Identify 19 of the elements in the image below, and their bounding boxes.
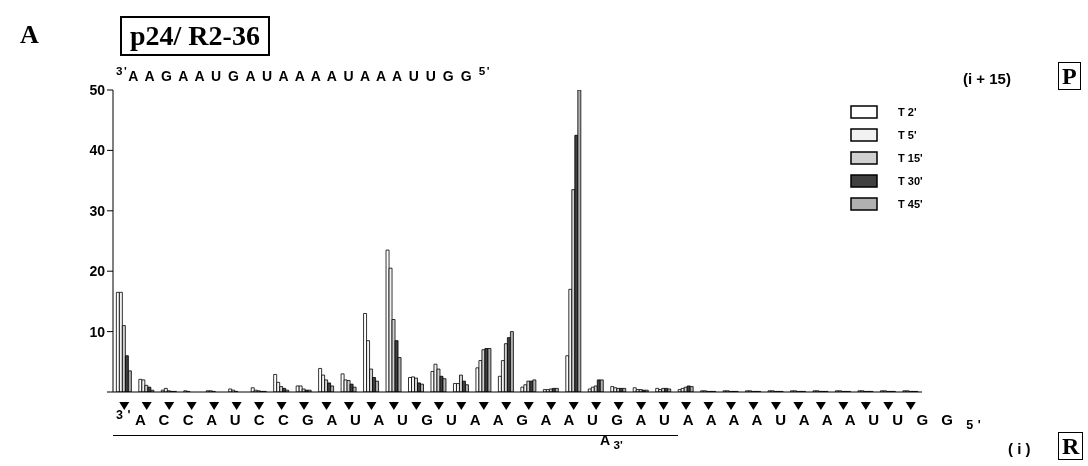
- text: R: [1058, 432, 1084, 460]
- text: $^{3'}$A C C A U C C G A U A U G U A A G A A U G A U A A A A U A A A U U G G $_{5'}$: [116, 408, 986, 432]
- text: $^{3'}$A A G A A U G A U A A A A U A A A U U G G $^{5'}$: [116, 64, 491, 84]
- text: A $_{3'}$: [600, 432, 623, 451]
- y-tick-label: 10: [89, 323, 106, 340]
- chart-title: p24/ R2-36: [120, 16, 270, 56]
- legend-label: T 2': [898, 105, 917, 118]
- y-tick-label: 50: [89, 81, 106, 98]
- legend-label: T 30': [898, 174, 923, 187]
- y-tick-label: 20: [89, 263, 106, 280]
- text: ( i ): [1008, 440, 1031, 457]
- text: (i + 15): [963, 70, 1011, 87]
- legend-label: T 5': [898, 128, 917, 141]
- y-tick-label: 40: [89, 142, 106, 159]
- text: P: [1058, 62, 1081, 90]
- y-tick-label: 30: [89, 202, 106, 219]
- legend-label: T 45': [898, 197, 923, 210]
- legend-label: T 15': [898, 151, 923, 164]
- text: A: [20, 20, 39, 50]
